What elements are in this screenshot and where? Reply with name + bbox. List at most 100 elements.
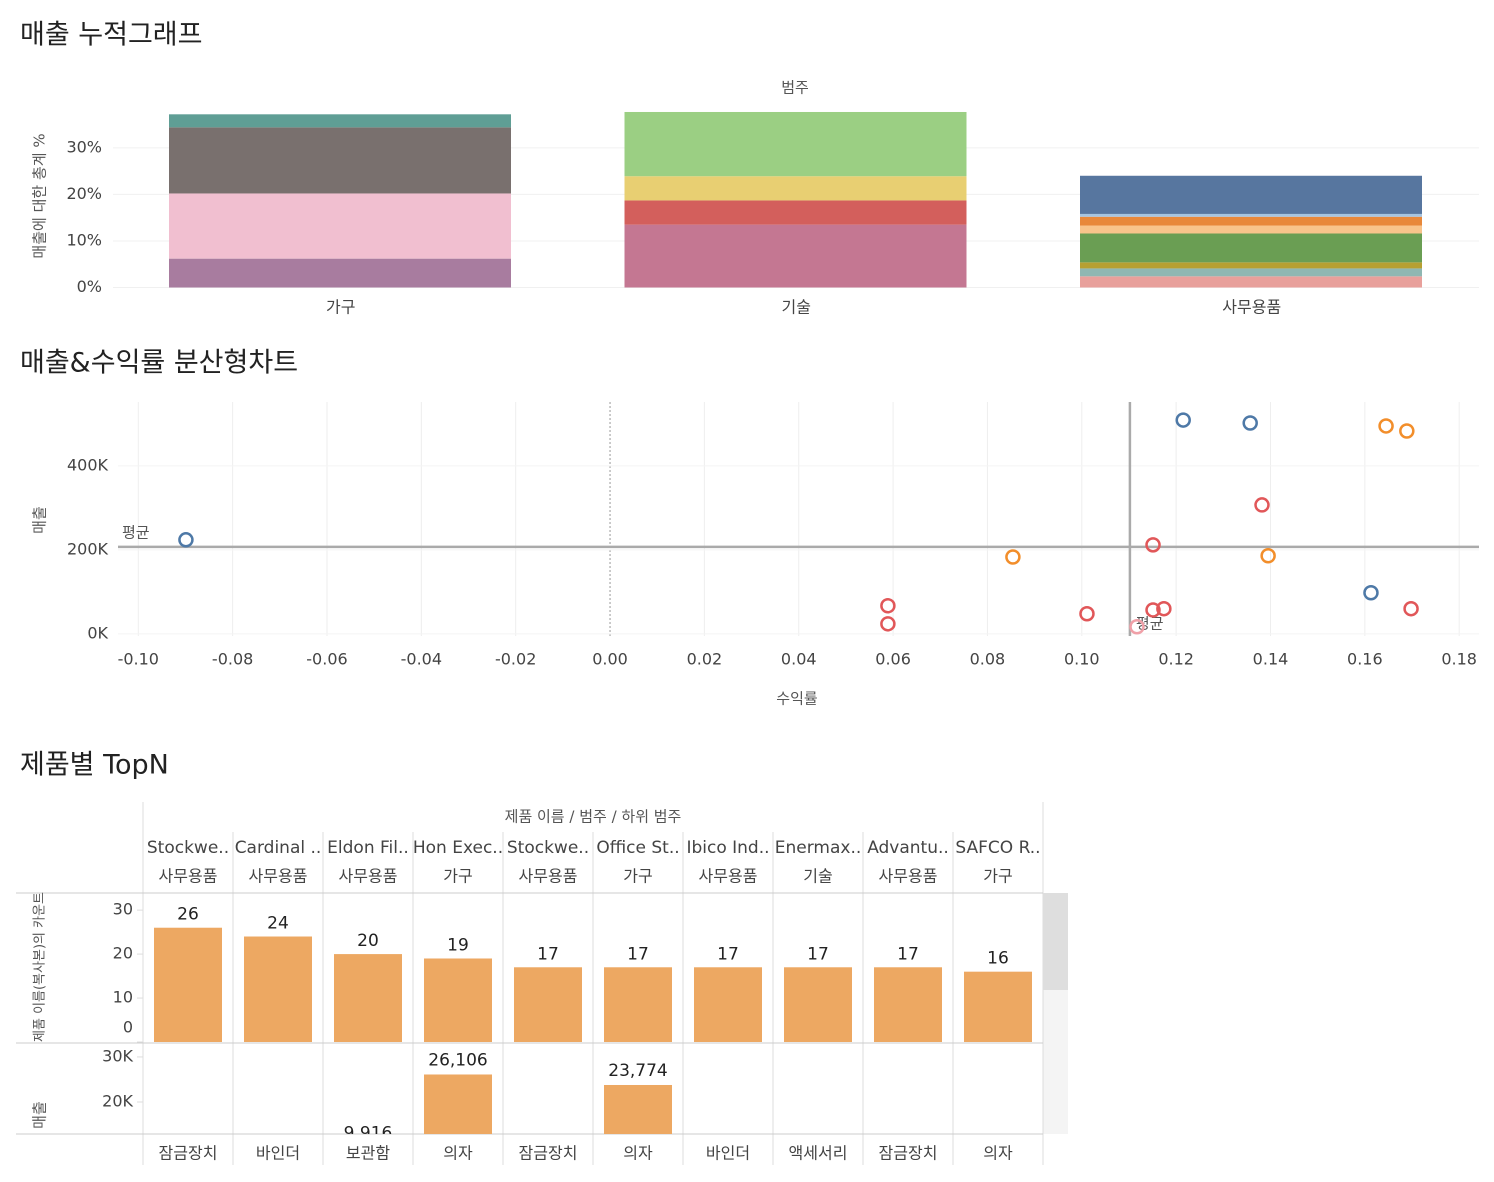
data-label: 17	[807, 944, 829, 964]
product-name: Office St..	[596, 838, 679, 858]
category-label: 사무용품	[519, 867, 578, 886]
chart-title: 매출&수익률 분산형차트	[20, 348, 298, 379]
point	[1145, 602, 1161, 618]
category-label: 사무용품	[699, 867, 758, 886]
point	[1079, 605, 1095, 622]
bar-segment	[1080, 175, 1422, 214]
x-tick-label: -0.08	[212, 650, 253, 669]
x-tick-label: 0.10	[1064, 650, 1100, 669]
data-label: 26	[177, 905, 199, 925]
point	[178, 532, 194, 548]
y-tick-label: 20%	[66, 184, 102, 203]
y-tick-label: 10%	[66, 230, 102, 249]
y-axis-label: 제품 이름(복사본)의 카운트	[33, 892, 48, 1042]
x-tick-label: 0.06	[875, 650, 911, 669]
data-label: 20	[357, 931, 379, 951]
bar	[424, 958, 492, 1042]
category-label: 가구	[983, 867, 1012, 886]
data-label: 9,916	[344, 1123, 393, 1143]
product-name: Eldon Fil..	[327, 838, 409, 858]
bar-segment	[1080, 276, 1422, 288]
category-label: 가구	[443, 867, 472, 886]
y-axis-label: 매출	[31, 506, 49, 534]
bar-segment	[1080, 233, 1422, 263]
product-name: Ibico Ind..	[686, 838, 769, 858]
y-tick-label: 0K	[87, 623, 108, 642]
y-tick-label: 30K	[102, 1046, 133, 1065]
subcategory-label: 액세서리	[789, 1144, 848, 1163]
bar	[244, 936, 312, 1042]
data-label: 23,774	[608, 1061, 667, 1081]
category-label: 사무용품	[159, 867, 218, 886]
product-name: Hon Exec..	[413, 838, 503, 858]
x-tick-label: 가구	[326, 298, 355, 317]
data-label: 24	[267, 914, 289, 934]
x-tick-label: 0.18	[1441, 650, 1477, 669]
data-label: 26,106	[428, 1050, 487, 1070]
bar	[424, 1074, 492, 1134]
bar-segment	[624, 111, 967, 177]
product-name: Enermax..	[775, 838, 862, 858]
product-name: Stockwe..	[507, 838, 589, 858]
point	[1399, 423, 1415, 439]
bar-segment	[1080, 213, 1422, 217]
bar	[694, 967, 762, 1042]
x-tick-label: -0.02	[495, 650, 536, 669]
bar	[604, 967, 672, 1042]
y-tick-label: 0	[123, 1018, 133, 1037]
reference-label: 평균	[122, 523, 150, 541]
point	[1242, 415, 1258, 431]
product-name: SAFCO R..	[955, 838, 1040, 858]
category-label: 사무용품	[339, 867, 398, 886]
sales-pane: 9,916 26,106 23,774	[344, 1050, 672, 1143]
point	[1129, 619, 1145, 635]
subcategory-label: 바인더	[706, 1144, 750, 1163]
data-label: 17	[627, 944, 649, 964]
bar	[784, 967, 852, 1042]
y-tick-label: 30%	[66, 137, 102, 156]
bar-segment	[1080, 225, 1422, 234]
point	[880, 598, 896, 614]
point	[880, 616, 896, 632]
y-tick-label: 10	[113, 988, 133, 1007]
x-tick-label: 0.08	[970, 650, 1006, 669]
point	[1175, 412, 1191, 428]
chart-title: 매출 누적그래프	[20, 20, 202, 51]
bar-segment	[169, 127, 511, 194]
data-label: 17	[537, 944, 559, 964]
bar	[874, 967, 942, 1042]
category-label: 사무용품	[879, 867, 938, 886]
subcategory-label: 잠금장치	[879, 1144, 938, 1163]
x-tick-label: 0.12	[1158, 650, 1194, 669]
bar-segment	[169, 114, 511, 128]
product-name: Stockwe..	[147, 838, 229, 858]
x-tick-label: 0.02	[687, 650, 723, 669]
x-tick-label: 0.04	[781, 650, 817, 669]
subcategory-label: 의자	[983, 1144, 1013, 1163]
y-tick-label: 0%	[77, 277, 102, 296]
point	[1254, 497, 1270, 513]
subcategory-label: 바인더	[256, 1144, 300, 1163]
column-header: 범주	[781, 79, 809, 97]
chart-title: 제품별 TopN	[20, 750, 169, 781]
scrollbar-thumb[interactable]	[1043, 893, 1068, 990]
x-tick-label: -0.04	[401, 650, 442, 669]
bar	[964, 971, 1032, 1042]
point	[1363, 584, 1379, 601]
x-tick-label: -0.10	[118, 650, 159, 669]
data-label: 17	[897, 944, 919, 964]
bar	[604, 1084, 672, 1134]
y-tick-label: 20	[113, 944, 133, 963]
bar-segment	[169, 258, 511, 288]
y-tick-label: 20K	[102, 1091, 133, 1110]
x-tick-label: 0.14	[1253, 650, 1289, 669]
x-tick-label: 0.00	[592, 650, 628, 669]
bar-segment	[624, 224, 967, 288]
subcategory-label: 잠금장치	[519, 1144, 578, 1163]
category-label: 기술	[803, 867, 832, 886]
bar	[514, 967, 582, 1042]
bar-segment	[624, 176, 967, 201]
y-tick-label: 200K	[67, 539, 109, 558]
subcategory-label: 보관함	[346, 1144, 390, 1163]
data-label: 17	[717, 944, 739, 964]
